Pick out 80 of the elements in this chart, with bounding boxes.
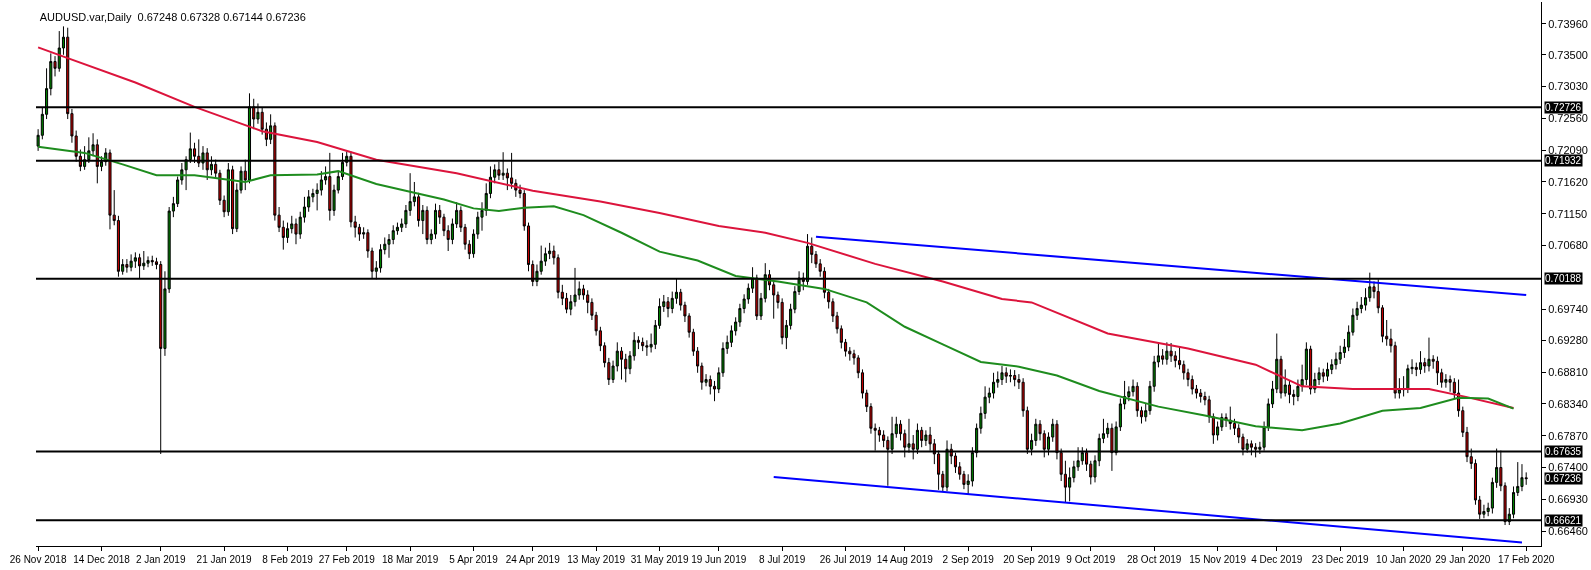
candlestick [150, 255, 154, 267]
y-tick-label: 0.73030 [1548, 80, 1588, 93]
ref-line-label: 0.67635 [1545, 446, 1582, 457]
ref-line-label: 0.66621 [1545, 515, 1582, 526]
candlestick [125, 258, 129, 274]
candlestick [1000, 365, 1004, 386]
candlestick [1325, 362, 1330, 382]
candlestick [1008, 368, 1012, 383]
candlestick [992, 372, 996, 399]
x-tick-label: 24 Apr 2019 [505, 554, 561, 565]
x-tick-label: 17 Feb 2020 [1498, 554, 1555, 565]
y-tick-label: 0.71620 [1548, 175, 1588, 188]
x-tick-label: 28 Oct 2019 [1126, 554, 1182, 565]
x-tick-label: 2 Sep 2019 [942, 554, 995, 565]
x-tick-label: 9 Oct 2019 [1066, 554, 1116, 565]
candlestick [1165, 341, 1169, 366]
candlestick [1207, 395, 1211, 424]
text: 0.67236 [1545, 473, 1582, 484]
y-tick-label: 0.73960 [1548, 17, 1588, 30]
x-tick-label: 27 Feb 2019 [318, 554, 376, 565]
ref-line-label: 0.72726 [1545, 102, 1582, 113]
x-tick-label: 15 Nov 2019 [1189, 554, 1247, 565]
candlestick [924, 429, 928, 447]
x-tick-label: 19 Jun 2019 [691, 554, 747, 565]
candlestick [1199, 388, 1203, 404]
candlestick [231, 165, 235, 235]
candlestick [129, 253, 133, 272]
y-tick-label: 0.67400 [1548, 461, 1588, 474]
x-tick-label: 23 Dec 2019 [1311, 554, 1369, 565]
y-tick-label: 0.68810 [1548, 365, 1588, 378]
x-tick-label: 14 Dec 2018 [73, 554, 131, 565]
x-tick-label: 18 Mar 2019 [382, 554, 439, 565]
candlestick [666, 296, 670, 318]
x-tick-label: 5 Apr 2019 [449, 554, 499, 565]
y-tick-label: 0.71150 [1548, 207, 1588, 220]
y-tick-label: 0.70680 [1548, 239, 1588, 252]
line-series [37, 46, 1515, 409]
y-tick-label: 0.72090 [1548, 144, 1588, 157]
candlestick [1013, 369, 1017, 387]
candlestick [641, 337, 645, 352]
x-tick-label: 26 Nov 2018 [9, 554, 67, 565]
candlestick [1169, 342, 1173, 363]
candlestick [1418, 350, 1423, 375]
text: AUDUSD.var,Daily 0.67248 0.67328 0.67144 0.67236 [39, 10, 306, 23]
x-tick-label: 26 Jul 2019 [819, 554, 872, 565]
candlestick [1402, 375, 1406, 397]
x-tick-label: 10 Jan 2020 [1376, 554, 1432, 565]
x-tick-label: 4 Dec 2019 [1251, 554, 1303, 565]
x-tick-label: 21 Jan 2019 [196, 554, 253, 565]
candlestick [1435, 356, 1439, 386]
y-tick-label: 0.73500 [1548, 48, 1588, 61]
candlestick [433, 203, 438, 240]
ref-line-label: 0.70188 [1545, 273, 1582, 284]
x-tick-label: 2 Jan 2019 [135, 554, 186, 565]
x-tick-label: 8 Feb 2019 [262, 554, 314, 565]
y-tick-label: 0.69280 [1548, 334, 1588, 347]
x-tick-label: 13 May 2019 [567, 554, 626, 565]
x-tick-label: 29 Jan 2020 [1435, 554, 1491, 565]
candlestick [1309, 345, 1313, 395]
candlestick [57, 30, 61, 73]
y-tick-label: 0.69740 [1548, 303, 1588, 316]
line-series [37, 145, 1515, 432]
y-tick-label: 0.72560 [1548, 112, 1588, 125]
y-tick-label: 0.66460 [1548, 524, 1588, 537]
y-tick-label: 0.67870 [1548, 429, 1588, 442]
y-tick-label: 0.68340 [1548, 397, 1588, 410]
candlestick [1211, 412, 1215, 445]
candlestick [619, 346, 624, 381]
y-tick-label: 0.66930 [1548, 493, 1588, 506]
x-tick-label: 14 Aug 2019 [876, 554, 934, 565]
candlestick [146, 255, 150, 268]
candlestick [1427, 337, 1431, 372]
candlestick [425, 205, 429, 245]
x-tick-label: 8 Jul 2019 [759, 554, 806, 565]
candlestick [1520, 463, 1524, 492]
candlestick [1004, 366, 1008, 384]
ref-line-label: 0.71932 [1545, 155, 1582, 166]
candlestick [1444, 373, 1448, 389]
x-tick-label: 31 May 2019 [630, 554, 689, 565]
x-tick-label: 20 Sep 2019 [1003, 554, 1061, 565]
